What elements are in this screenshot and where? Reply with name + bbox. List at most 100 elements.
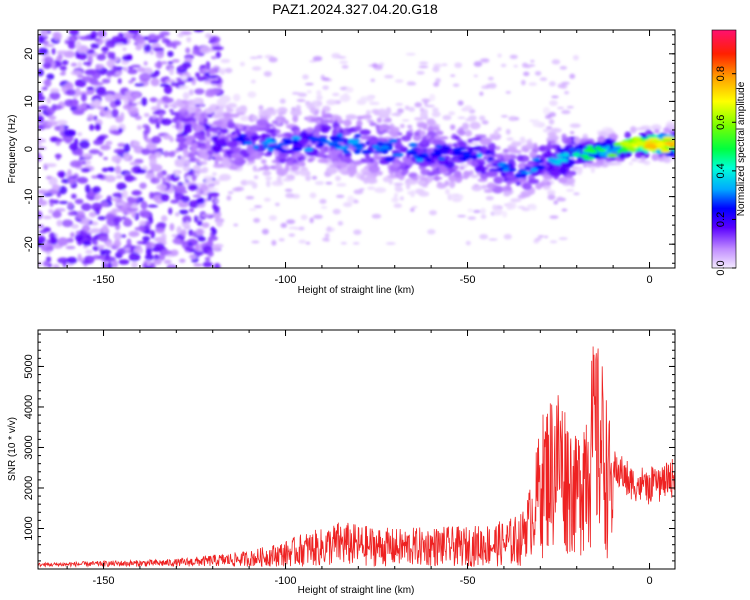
- y-tick-label: 1000: [23, 516, 35, 540]
- heatmap-cell: [631, 158, 638, 162]
- heatmap-cell: [149, 50, 154, 55]
- heatmap-cell: [507, 146, 518, 153]
- heatmap-cell: [415, 158, 424, 163]
- heatmap-cell: [273, 109, 281, 113]
- heatmap-cell: [425, 158, 432, 163]
- heatmap-cell: [331, 52, 341, 59]
- heatmap-cell: [316, 90, 322, 96]
- heatmap-cell: [401, 135, 412, 142]
- heatmap-cell: [346, 167, 357, 171]
- heatmap-cell: [411, 206, 418, 209]
- heatmap-cell: [295, 92, 304, 96]
- heatmap-cell: [502, 167, 510, 172]
- y-tick-label: 5000: [23, 354, 35, 378]
- heatmap-cell: [59, 65, 67, 71]
- heatmap-cell: [172, 43, 177, 49]
- heatmap-cell: [539, 77, 548, 82]
- heatmap-cell: [82, 61, 92, 66]
- heatmap-cell: [81, 217, 91, 225]
- heatmap-cell: [200, 64, 207, 69]
- heatmap-cell: [76, 52, 88, 60]
- heatmap-cell: [90, 43, 100, 49]
- heatmap-cell: [176, 226, 182, 235]
- heatmap-cell: [437, 156, 446, 161]
- heatmap-cell: [353, 229, 362, 235]
- heatmap-cell: [532, 157, 540, 162]
- heatmap-cell: [672, 131, 675, 138]
- heatmap-cell: [42, 62, 52, 69]
- heatmap-cell: [605, 157, 613, 163]
- heatmap-cell: [108, 167, 115, 172]
- heatmap-cell: [464, 129, 473, 137]
- heatmap-cell: [77, 61, 82, 70]
- heatmap-cell: [105, 39, 117, 48]
- heatmap-cell: [292, 139, 299, 145]
- spectrogram-x-axis-label: Height of straight line (km): [298, 285, 415, 296]
- heatmap-cell: [487, 156, 494, 162]
- y-tick-label: 20: [23, 48, 35, 60]
- colorbar-tick-label: 0.6: [715, 115, 727, 130]
- heatmap-cell: [51, 184, 61, 191]
- heatmap-cell: [98, 151, 104, 157]
- heatmap-cell: [650, 124, 662, 131]
- heatmap-cell: [429, 163, 441, 168]
- heatmap-cell: [52, 104, 63, 111]
- heatmap-cell: [432, 66, 440, 73]
- heatmap-cell: [628, 161, 633, 166]
- heatmap-cell: [123, 143, 131, 153]
- heatmap-cell: [233, 149, 241, 154]
- heatmap-cell: [156, 171, 164, 179]
- heatmap-cell: [485, 171, 498, 178]
- heatmap-cell: [113, 231, 122, 241]
- heatmap-cell: [370, 78, 376, 83]
- heatmap-cell: [480, 214, 487, 219]
- heatmap-cell: [70, 232, 75, 238]
- heatmap-cell: [405, 181, 411, 190]
- heatmap-cell: [644, 139, 652, 144]
- heatmap-cell: [432, 148, 442, 153]
- heatmap-cell: [65, 89, 77, 96]
- heatmap-cell: [651, 137, 660, 142]
- heatmap-cell: [206, 75, 218, 79]
- heatmap-cell: [309, 217, 314, 224]
- heatmap-cell: [319, 198, 327, 204]
- heatmap-cell: [305, 174, 312, 181]
- heatmap-cell: [469, 141, 479, 146]
- heatmap-cell: [503, 191, 511, 197]
- heatmap-cell: [196, 76, 207, 82]
- heatmap-cell: [149, 157, 157, 166]
- heatmap-cell: [361, 149, 372, 155]
- heatmap-cell: [220, 128, 229, 134]
- heatmap-cell: [38, 115, 45, 124]
- heatmap-cell: [330, 143, 342, 148]
- heatmap-cell: [546, 167, 551, 171]
- heatmap-cell: [319, 137, 327, 141]
- heatmap-cell: [82, 240, 92, 246]
- heatmap-cell: [38, 36, 45, 44]
- heatmap-cell: [194, 243, 200, 252]
- heatmap-cell: [299, 168, 310, 177]
- heatmap-cell: [212, 204, 217, 210]
- heatmap-cell: [38, 142, 43, 146]
- heatmap-cell: [161, 249, 172, 256]
- heatmap-cell: [551, 59, 561, 65]
- heatmap-cell: [261, 110, 268, 117]
- heatmap-cell: [101, 46, 109, 53]
- heatmap-cell: [193, 30, 204, 33]
- heatmap-cell: [500, 63, 507, 68]
- heatmap-cell: [644, 143, 656, 149]
- spectrogram-y-axis-label: Frequency (Hz): [7, 115, 18, 184]
- heatmap-cell: [329, 146, 334, 151]
- heatmap-cell: [549, 240, 558, 244]
- heatmap-cell: [190, 146, 196, 154]
- x-tick-label: -100: [275, 575, 297, 587]
- heatmap-cell: [104, 213, 116, 221]
- heatmap-cell: [154, 61, 163, 69]
- heatmap-cell: [115, 175, 123, 179]
- heatmap-cell: [445, 188, 450, 195]
- heatmap-cell: [488, 238, 498, 241]
- heatmap-cell: [119, 112, 125, 121]
- heatmap-cell: [111, 108, 119, 118]
- heatmap-cell: [306, 151, 318, 157]
- heatmap-cell: [181, 195, 190, 203]
